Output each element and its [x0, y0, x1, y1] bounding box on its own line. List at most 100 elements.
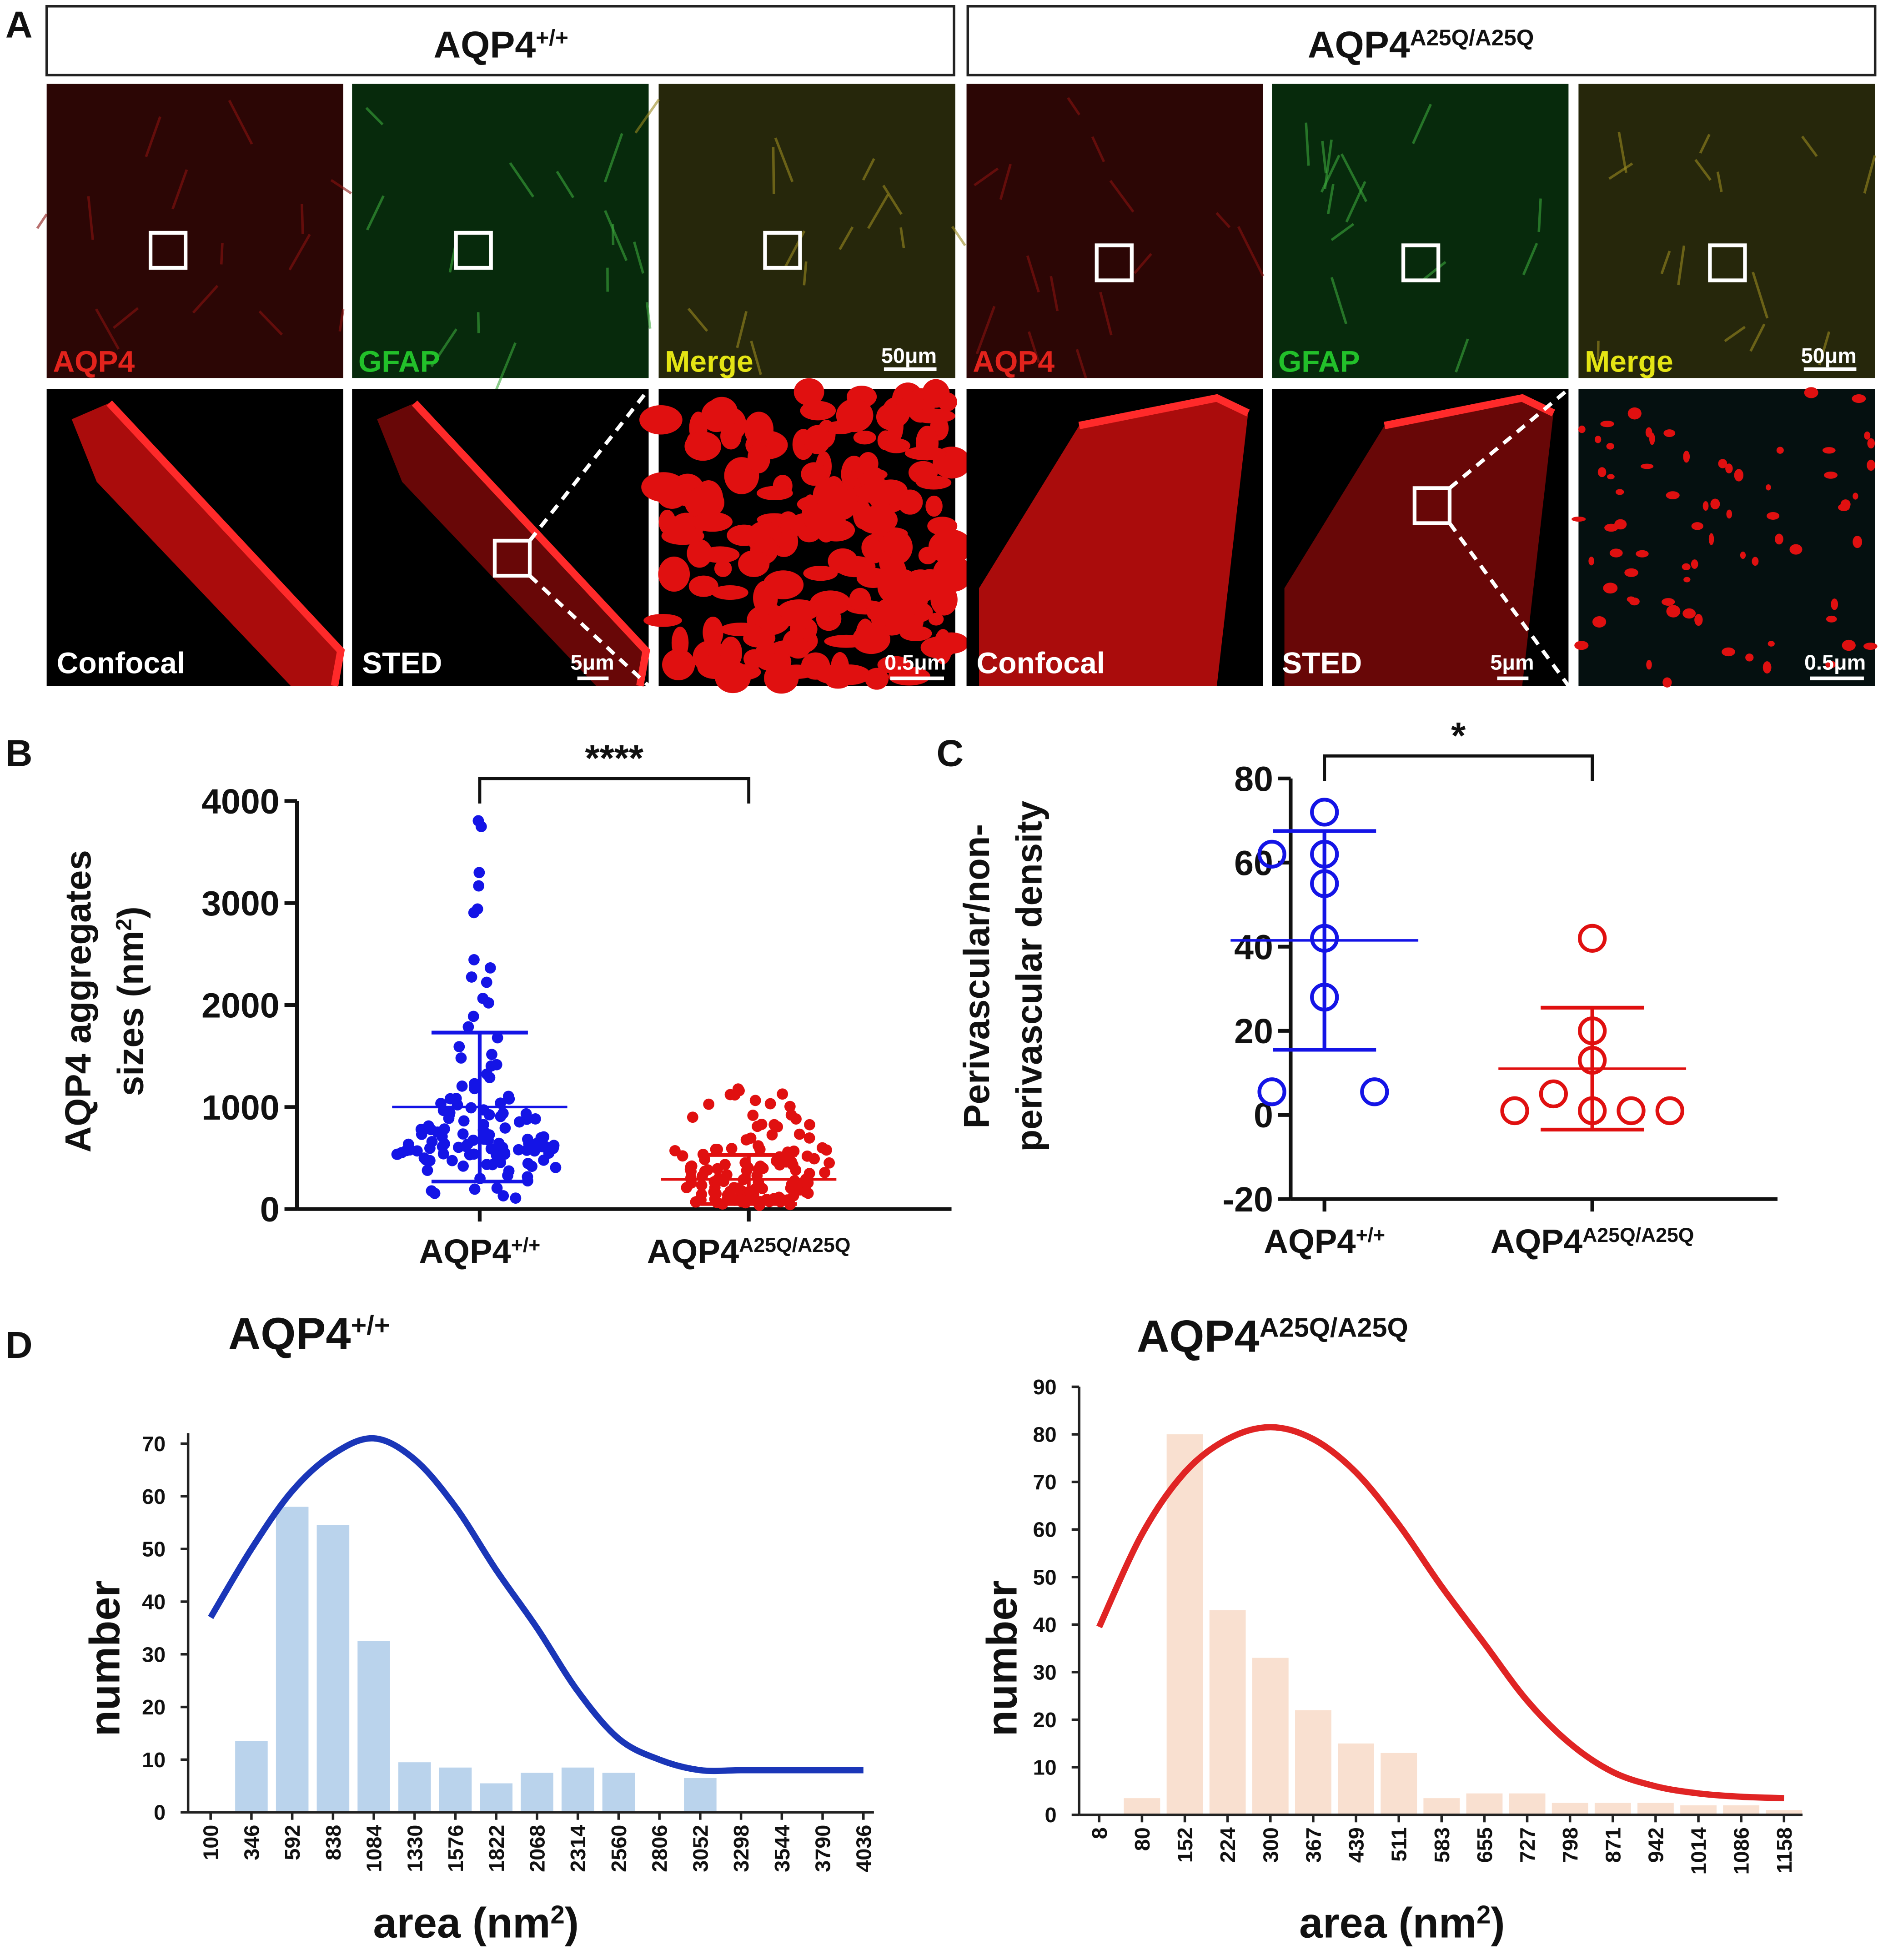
- aggregate-blob: [1636, 550, 1649, 558]
- data-point: [747, 1110, 759, 1121]
- x-tick-label: AQP4+/+: [1264, 1222, 1385, 1260]
- data-point: [469, 1083, 480, 1095]
- aggregate-blob: [938, 392, 957, 412]
- data-point: [777, 1088, 788, 1100]
- aggregate-blob: [1863, 643, 1878, 650]
- bar: [1252, 1658, 1289, 1815]
- vessel-streak: [1321, 141, 1327, 174]
- bar: [561, 1767, 594, 1813]
- vessel-streak: [1677, 245, 1686, 286]
- data-point: [803, 1168, 815, 1179]
- y-tick-label: 60: [142, 1485, 166, 1508]
- aggregate-blob: [1588, 557, 1594, 566]
- data-point: [530, 1113, 541, 1125]
- x-tick-label: 583: [1430, 1827, 1454, 1863]
- x-tick-label: 3790: [811, 1825, 835, 1872]
- x-tick-label: 2560: [607, 1825, 631, 1872]
- vessel-streak: [1091, 136, 1105, 162]
- micrograph: [1578, 389, 1875, 686]
- x-axis-label-sup: 2: [1476, 1900, 1491, 1929]
- data-point: [416, 1128, 427, 1140]
- aggregate-blob: [911, 408, 955, 424]
- data-point: [703, 1098, 715, 1110]
- channel-label: AQP4: [973, 344, 1054, 378]
- aggregate-blob: [1592, 616, 1607, 628]
- vessel-streak: [1716, 171, 1723, 192]
- data-point: [740, 1134, 752, 1146]
- y-axis-label-sup: 2: [112, 919, 136, 931]
- data-point: [764, 1098, 776, 1110]
- data-point: [455, 1052, 467, 1064]
- aggregate-blob: [1606, 443, 1614, 450]
- bar: [1766, 1810, 1803, 1815]
- aggregate-blob: [743, 649, 766, 668]
- data-point: [733, 1085, 745, 1096]
- x-tick-label: 727: [1516, 1827, 1539, 1863]
- aggregate-blob: [1640, 463, 1654, 469]
- data-point: [526, 1161, 537, 1172]
- vessel-streak: [1455, 338, 1469, 373]
- x-tick-label-sup: +/+: [1356, 1224, 1385, 1246]
- aggregate-blob: [1752, 557, 1759, 566]
- vessel-streak: [1340, 153, 1368, 202]
- vessel-streak: [1345, 181, 1366, 223]
- aggregate-blob: [803, 425, 831, 454]
- panel-label: A: [5, 4, 33, 46]
- group-header-part: AQP4: [434, 24, 536, 66]
- aggregate-blob: [1683, 577, 1691, 583]
- x-tick-label: 152: [1173, 1827, 1197, 1863]
- y-tick-label: 80: [1234, 759, 1273, 799]
- x-tick-label: 592: [281, 1825, 304, 1860]
- aggregate-blob: [703, 617, 723, 648]
- y-tick-label: 0: [260, 1190, 280, 1229]
- x-tick-label: 655: [1473, 1827, 1496, 1863]
- aggregate-blob: [1840, 499, 1851, 510]
- bar: [1338, 1743, 1374, 1815]
- scale-bar-label: 5μm: [571, 650, 614, 674]
- y-tick-label: 50: [142, 1538, 166, 1561]
- aggregate-blob: [684, 432, 722, 461]
- aggregate-blob: [1682, 608, 1696, 619]
- data-point: [768, 1119, 780, 1131]
- bar: [480, 1783, 513, 1813]
- data-point: [726, 1143, 738, 1154]
- roi-box: [1095, 243, 1134, 282]
- micrograph: [658, 84, 955, 378]
- data-point: [784, 1101, 796, 1112]
- data-point: [464, 1149, 476, 1161]
- data-point: [687, 1111, 698, 1123]
- aggregate-blob: [692, 512, 733, 532]
- x-tick-label: AQP4A25Q/A25Q: [647, 1232, 851, 1270]
- data-point: [1360, 1077, 1389, 1106]
- aggregate-blob: [825, 421, 856, 434]
- data-point: [752, 1121, 763, 1132]
- vessel-streak: [1327, 184, 1335, 215]
- y-tick-label: 3000: [201, 884, 279, 923]
- data-point: [691, 1196, 703, 1207]
- aggregate-blob: [853, 499, 872, 529]
- vessel: [71, 403, 341, 686]
- vessel-streak: [1749, 323, 1766, 352]
- vessel-streak: [494, 342, 517, 393]
- aggregate-blob: [928, 613, 944, 626]
- aggregate-blob: [882, 438, 910, 453]
- x-axis-label-part: ): [565, 1899, 579, 1946]
- aggregate-blob: [1776, 447, 1784, 454]
- vessel-streak: [687, 307, 708, 332]
- data-point: [821, 1144, 832, 1156]
- bar: [1637, 1803, 1674, 1815]
- data-point: [766, 1129, 778, 1141]
- chart-title-sup: A25Q/A25Q: [1260, 1312, 1408, 1342]
- zoom-line: [1448, 387, 1570, 490]
- channel-label: GFAP: [358, 344, 440, 378]
- aggregate-blob: [1691, 522, 1703, 530]
- panel-label: D: [5, 1324, 33, 1366]
- vessel-streak: [365, 107, 384, 126]
- x-tick-label: 1576: [444, 1825, 467, 1872]
- aggregate-blob: [1682, 563, 1691, 571]
- bar: [1509, 1793, 1546, 1815]
- aggregate-blob: [874, 479, 908, 502]
- aggregate-blob: [876, 403, 906, 431]
- aggregate-blob: [688, 575, 718, 597]
- aggregate-blob: [1745, 653, 1754, 662]
